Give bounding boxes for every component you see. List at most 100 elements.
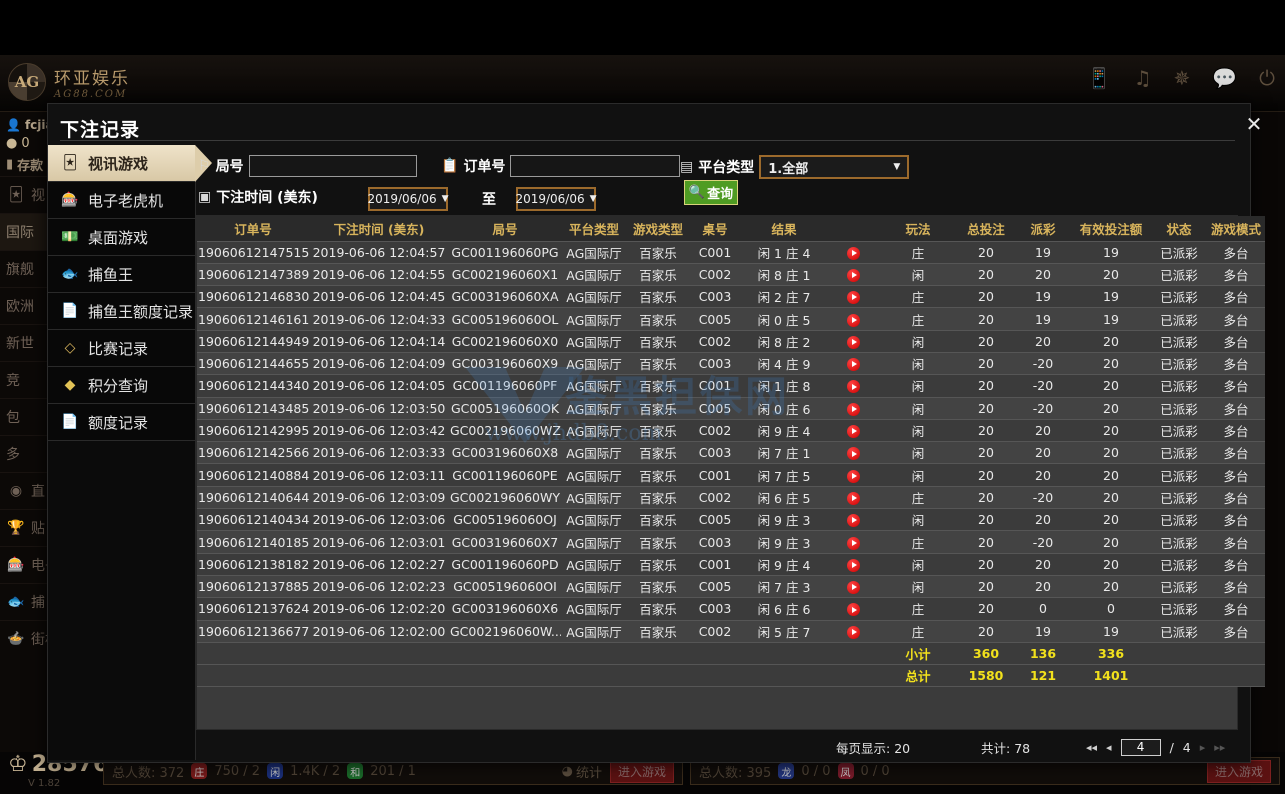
stats-button[interactable]: ◕ 统计: [561, 763, 602, 781]
table-row[interactable]: 190606121376245 2019-06-06 12:02:20 GC0031…: [197, 597, 1265, 621]
sidebar-item-credit-record[interactable]: 📄 额度记录: [48, 404, 195, 441]
replay-icon[interactable]: [846, 380, 860, 394]
cell-replay[interactable]: [827, 530, 879, 554]
rail-deposit[interactable]: ▮ 存款: [6, 157, 44, 174]
cell-replay[interactable]: [827, 374, 879, 398]
table-row[interactable]: 190606121475150 2019-06-06 12:04:57 GC0011…: [197, 241, 1265, 264]
table-row[interactable]: 190606121461619 2019-06-06 12:04:33 GC0051…: [197, 307, 1265, 331]
replay-icon[interactable]: [846, 268, 860, 282]
th-round-no[interactable]: 局号: [449, 216, 561, 242]
join-game-button-2[interactable]: 进入游戏: [1206, 759, 1271, 783]
next-page-icon[interactable]: ▸: [1199, 740, 1206, 754]
replay-icon[interactable]: [846, 581, 860, 595]
replay-icon[interactable]: [846, 313, 860, 327]
cell-replay[interactable]: [827, 553, 879, 576]
table-row[interactable]: 190606121434852 2019-06-06 12:03:50 GC0051…: [197, 397, 1265, 420]
replay-icon[interactable]: [846, 514, 860, 528]
table-row[interactable]: 190606121404342 2019-06-06 12:03:06 GC0051…: [197, 508, 1265, 532]
table-row[interactable]: 190606121468308 2019-06-06 12:04:45 GC0031…: [197, 285, 1265, 309]
query-button[interactable]: 🔍 查询: [684, 180, 738, 205]
chat-icon[interactable]: 💬: [1212, 66, 1238, 90]
cell-bet-time: 2019-06-06 12:02:23: [309, 575, 449, 599]
sidebar-item-table-games[interactable]: 💵 桌面游戏: [48, 219, 195, 256]
cell-replay[interactable]: [827, 575, 879, 599]
th-game-type[interactable]: 游戏类型: [627, 216, 689, 242]
table-row[interactable]: 190606121408841 2019-06-06 12:03:11 GC0011…: [197, 463, 1265, 487]
cell-replay[interactable]: [827, 285, 879, 309]
table-row[interactable]: 190606121425661 2019-06-06 12:03:33 GC0031…: [197, 441, 1265, 465]
table-row[interactable]: 190606121406447 2019-06-06 12:03:09 GC0021…: [197, 486, 1265, 510]
cell-replay[interactable]: [827, 241, 879, 264]
replay-icon[interactable]: [846, 469, 860, 483]
sidebar-item-fishing-credit-record[interactable]: 📄 捕鱼王额度记录: [48, 293, 195, 330]
replay-icon[interactable]: [846, 558, 860, 572]
close-icon[interactable]: ✕: [1245, 112, 1263, 136]
th-game-mode[interactable]: 游戏模式: [1207, 216, 1265, 242]
last-page-icon[interactable]: ▸▸: [1214, 740, 1226, 754]
sidebar-item-slot-machines[interactable]: 🎰 电子老虎机: [48, 182, 195, 219]
cell-replay[interactable]: [827, 486, 879, 510]
date-to-picker[interactable]: 2019/06/06 ▼: [515, 187, 597, 211]
replay-icon[interactable]: [846, 402, 860, 416]
cell-replay[interactable]: [827, 397, 879, 420]
table-row[interactable]: 190606121446550 2019-06-06 12:04:09 GC0031…: [197, 352, 1265, 376]
round-no-input[interactable]: [248, 155, 417, 177]
cell-replay[interactable]: [827, 330, 879, 353]
cell-replay[interactable]: [827, 419, 879, 443]
sidebar-item-points-query[interactable]: ◆ 积分查询: [48, 367, 195, 404]
table-row[interactable]: 190606121401855 2019-06-06 12:03:01 GC0031…: [197, 530, 1265, 554]
table-row[interactable]: 190606121443404 2019-06-06 12:04:05 GC0011…: [197, 374, 1265, 398]
cell-replay[interactable]: [827, 597, 879, 621]
th-payout[interactable]: 派彩: [1015, 216, 1071, 242]
th-table-no[interactable]: 桌号: [689, 216, 741, 242]
table-row[interactable]: 190606121429955 2019-06-06 12:03:42 GC0021…: [197, 419, 1265, 443]
replay-icon[interactable]: [846, 246, 860, 260]
th-play-type[interactable]: 玩法: [879, 216, 957, 242]
th-bet-time[interactable]: 下注时间 (美东): [309, 216, 449, 242]
date-from-picker[interactable]: 2019/06/06 ▼: [367, 187, 449, 211]
table-row[interactable]: 190606121381829 2019-06-06 12:02:27 GC0011…: [197, 553, 1265, 576]
table-row[interactable]: 190606121473893 2019-06-06 12:04:55 GC0021…: [197, 263, 1265, 287]
cell-replay[interactable]: [827, 441, 879, 465]
sidebar-item-video-games[interactable]: 🃏 视讯游戏: [48, 145, 212, 182]
replay-icon[interactable]: [846, 536, 860, 550]
join-game-button-1[interactable]: 进入游戏: [609, 759, 674, 783]
replay-icon[interactable]: [846, 447, 860, 461]
th-total-bet[interactable]: 总投注: [957, 216, 1015, 242]
table-row[interactable]: 190606121366771 2019-06-06 12:02:00 GC0021…: [197, 620, 1265, 643]
replay-icon[interactable]: [846, 491, 860, 505]
cell-round-no: GC003196060XA: [449, 285, 561, 309]
table-row[interactable]: 190606121378858 2019-06-06 12:02:23 GC0051…: [197, 575, 1265, 599]
bet-record-table-container[interactable]: 订单号 下注时间 (美东) 局号 平台类型 游戏类型 桌号 结果 玩法 总投注 …: [196, 215, 1265, 730]
th-result[interactable]: 结果: [741, 216, 827, 242]
cell-replay[interactable]: [827, 352, 879, 376]
sidebar-item-fishing-king[interactable]: 🐟 捕鱼王: [48, 256, 195, 293]
cell-replay[interactable]: [827, 620, 879, 643]
cell-bet-time: 2019-06-06 12:03:01: [309, 530, 449, 554]
mobile-icon[interactable]: 📱: [1086, 66, 1112, 90]
first-page-icon[interactable]: ◂◂: [1086, 740, 1098, 754]
cell-replay[interactable]: [827, 508, 879, 532]
table-row[interactable]: 190606121449497 2019-06-06 12:04:14 GC0021…: [197, 330, 1265, 353]
cell-replay[interactable]: [827, 463, 879, 487]
replay-icon[interactable]: [846, 335, 860, 349]
platform-select[interactable]: 1.全部 ▼: [759, 155, 910, 179]
cell-replay[interactable]: [827, 307, 879, 331]
music-icon[interactable]: ♫: [1133, 66, 1152, 90]
cell-replay[interactable]: [827, 263, 879, 287]
th-status[interactable]: 状态: [1151, 216, 1207, 242]
th-order-no[interactable]: 订单号: [197, 216, 309, 242]
page-number-input[interactable]: [1120, 738, 1161, 756]
replay-icon[interactable]: [846, 625, 860, 639]
replay-icon[interactable]: [846, 291, 860, 305]
th-valid-bet[interactable]: 有效投注额: [1071, 216, 1151, 242]
replay-icon[interactable]: [846, 425, 860, 439]
order-no-input[interactable]: [510, 155, 681, 177]
replay-icon[interactable]: [846, 603, 860, 617]
prev-page-icon[interactable]: ◂: [1106, 740, 1112, 754]
gear-icon[interactable]: ✵: [1173, 66, 1191, 90]
sidebar-item-match-record[interactable]: ◇ 比赛记录: [48, 330, 195, 367]
th-platform[interactable]: 平台类型: [561, 216, 627, 242]
power-icon[interactable]: ⏻: [1259, 66, 1275, 90]
replay-icon[interactable]: [846, 358, 860, 372]
